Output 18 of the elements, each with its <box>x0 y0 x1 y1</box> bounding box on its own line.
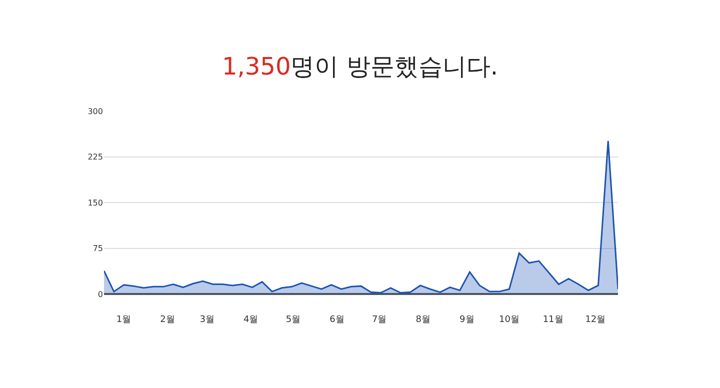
x-tick-label: 4월 <box>243 315 258 325</box>
x-tick-label: 11월 <box>542 315 564 325</box>
y-tick-label: 0 <box>98 290 103 299</box>
x-tick-label: 9월 <box>460 315 474 325</box>
x-tick-label: 6월 <box>330 315 344 325</box>
x-tick-label: 12월 <box>585 315 606 325</box>
y-tick-label: 300 <box>88 106 103 116</box>
y-tick-label: 75 <box>92 244 103 254</box>
x-tick-label: 5월 <box>286 315 301 325</box>
x-tick-label: 1월 <box>116 315 132 325</box>
x-tick-label: 2월 <box>160 315 175 325</box>
y-tick-label: 150 <box>88 198 103 208</box>
x-tick-label: 10월 <box>499 315 520 325</box>
x-tick-label: 3월 <box>200 315 214 325</box>
x-tick-label: 8월 <box>416 315 430 325</box>
x-tick-label: 7월 <box>372 315 387 325</box>
y-tick-label: 225 <box>88 152 103 162</box>
chart-title: 1,350명이 방문했습니다. <box>222 52 498 80</box>
